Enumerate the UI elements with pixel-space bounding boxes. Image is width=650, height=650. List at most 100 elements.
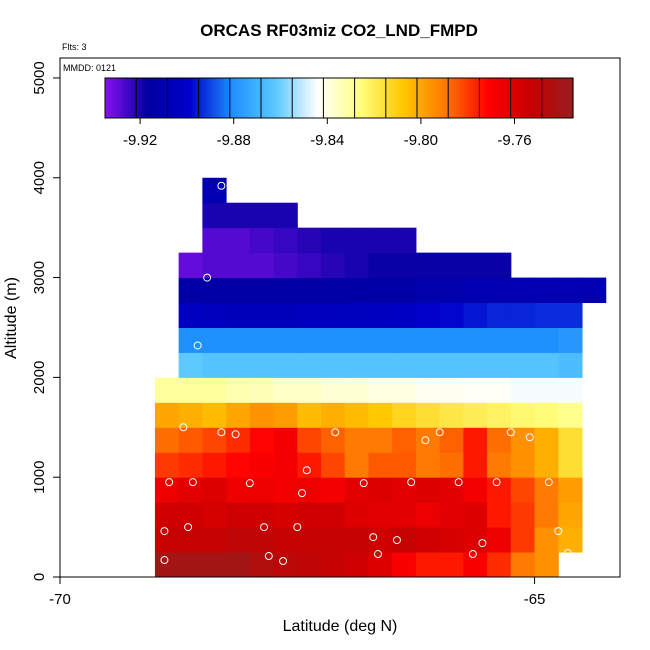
colorbar-swatch (353, 78, 357, 118)
colorbar-swatch (464, 78, 468, 118)
heatmap-cell (487, 552, 512, 578)
heatmap-cell (392, 252, 417, 279)
colorbar-swatch (309, 78, 312, 118)
heatmap-cell (344, 527, 369, 553)
heatmap-cell (226, 452, 251, 478)
heatmap-cell (273, 477, 298, 503)
colorbar-swatch (315, 78, 319, 118)
colorbar-swatch (234, 78, 238, 118)
heatmap-cell (154, 377, 180, 403)
colorbar-swatch (443, 78, 446, 118)
heatmap-cell (273, 452, 298, 478)
heatmap-cell (273, 527, 298, 553)
colorbar-swatch (383, 78, 387, 118)
heatmap-cell (415, 277, 441, 304)
heatmap-cell (344, 377, 369, 403)
colorbar-swatch (560, 78, 563, 118)
sample-point (298, 489, 307, 498)
heatmap-cell (297, 452, 322, 478)
colorbar-swatch (413, 78, 417, 118)
colorbar-swatch (524, 78, 527, 118)
sample-point (359, 479, 368, 488)
heatmap-cell (558, 277, 583, 304)
colorbar-swatch (298, 78, 302, 118)
colorbar-swatch (343, 78, 346, 118)
heatmap-cells (154, 177, 607, 578)
colorbar-swatch (485, 78, 489, 118)
heatmap-cell (415, 502, 441, 528)
heatmap-cell (226, 502, 251, 528)
colorbar-swatch (204, 78, 208, 118)
colorbar-swatch (534, 78, 538, 118)
colorbar-swatch (349, 78, 353, 118)
heatmap-cell (297, 427, 322, 453)
colorbar-swatch (239, 78, 242, 118)
colorbar-swatch (194, 78, 198, 118)
heatmap-cell (439, 552, 464, 578)
heatmap-cell (392, 277, 417, 304)
heatmap-cell (439, 477, 464, 503)
colorbar-tick-label: -9.92 (123, 132, 157, 149)
heatmap-cell (202, 277, 227, 304)
y-axis: 0 1000 2000 3000 4000 5000 (31, 61, 60, 581)
heatmap-cell (273, 277, 298, 304)
heatmap-cell (439, 452, 464, 478)
colorbar-swatch (304, 78, 308, 118)
heatmap-cell (463, 452, 488, 478)
colorbar-swatch (177, 78, 181, 118)
heatmap-cell (202, 477, 227, 503)
sample-point (478, 539, 487, 548)
colorbar-swatch (409, 78, 412, 118)
heatmap-cell (321, 352, 346, 378)
colorbar-swatch (111, 78, 115, 118)
heatmap-cell (226, 377, 251, 403)
heatmap-cell (273, 502, 298, 528)
heatmap-cell (321, 377, 346, 403)
colorbar-swatch (356, 78, 359, 118)
colorbar-swatch (324, 78, 327, 118)
sample-point (188, 478, 197, 487)
sample-point (184, 523, 193, 532)
colorbar-swatch (185, 78, 189, 118)
colorbar-swatch (319, 78, 323, 118)
colorbar-swatch (551, 78, 555, 118)
heatmap-cell (463, 327, 488, 353)
colorbar-swatch (215, 78, 219, 118)
y-tick-label: 2000 (31, 361, 48, 394)
sample-point (369, 533, 378, 542)
heatmap-cell (439, 352, 464, 378)
sample-point (454, 478, 463, 487)
colorbar-swatch (311, 78, 315, 118)
sample-point (279, 557, 288, 566)
heatmap-cell (226, 227, 251, 254)
heatmap-cell (202, 377, 227, 403)
colorbar-swatch (566, 78, 570, 118)
heatmap-cell (439, 377, 464, 403)
sample-point (592, 535, 601, 544)
heatmap-cell (344, 327, 369, 353)
colorbar-swatch (266, 78, 270, 118)
sample-point (302, 466, 311, 475)
heatmap-cell (415, 302, 441, 328)
colorbar-swatch (292, 78, 295, 118)
colorbar-swatch (538, 78, 542, 118)
heatmap-cell (202, 452, 227, 478)
plot-frame (59, 57, 621, 578)
colorbar-swatch (275, 78, 278, 118)
heatmap-cell (273, 352, 298, 378)
colorbar-swatch (487, 78, 491, 118)
colorbar-swatch (222, 78, 225, 118)
heatmap-cell (368, 227, 393, 254)
heatmap-cell (178, 452, 203, 478)
heatmap-cell (510, 302, 536, 328)
heatmap-cell (415, 327, 441, 353)
colorbar-swatch (253, 78, 257, 118)
heatmap-cell (249, 552, 275, 578)
heatmap-cell (558, 302, 583, 328)
heatmap-cell (249, 252, 275, 279)
colorbar-swatch (264, 78, 268, 118)
heatmap-cell (439, 402, 464, 428)
heatmap-cell (178, 302, 203, 328)
colorbar-swatch (549, 78, 553, 118)
heatmap-cell (510, 452, 536, 478)
